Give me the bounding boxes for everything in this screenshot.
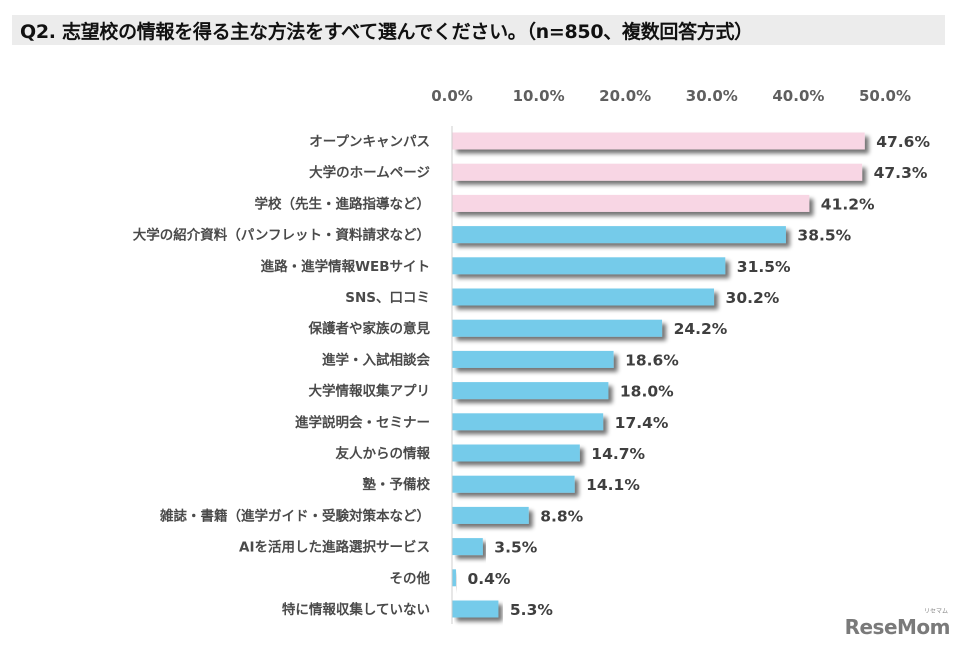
bar [452, 444, 580, 462]
bar [452, 506, 529, 524]
category-label: 大学の紹介資料（パンフレット・資料請求など） [133, 227, 430, 244]
value-label: 3.5% [494, 539, 537, 557]
category-label: 学校（先生・進路指導など） [255, 195, 431, 212]
value-label: 47.3% [874, 164, 928, 182]
value-label: 38.5% [797, 227, 851, 245]
value-label: 18.6% [625, 351, 679, 369]
value-label: 14.7% [591, 445, 645, 463]
category-label: 進路・進学情報WEBサイト [261, 258, 430, 275]
bar [452, 538, 483, 556]
value-label: 24.2% [674, 320, 728, 338]
value-label: 30.2% [726, 289, 780, 307]
category-label: 保護者や家族の意見 [308, 320, 431, 337]
x-tick-label: 50.0% [859, 87, 911, 105]
x-tick-label: 10.0% [513, 87, 565, 105]
bar [452, 288, 715, 306]
x-tick-label: 40.0% [772, 87, 824, 105]
value-label: 41.2% [821, 195, 875, 213]
value-label: 5.3% [510, 601, 553, 619]
value-label: 47.6% [876, 133, 930, 151]
category-label: 進学・入試相談会 [322, 351, 430, 368]
x-tick-label: 0.0% [431, 87, 473, 105]
category-label: その他 [390, 570, 431, 587]
bar [452, 600, 499, 618]
category-label: 雑誌・書籍（進学ガイド・受験対策本など） [159, 507, 430, 524]
bar [452, 132, 865, 150]
bar [452, 319, 663, 337]
value-label: 17.4% [615, 414, 669, 432]
bars [452, 132, 865, 618]
bar [452, 350, 614, 368]
category-label: 進学説明会・セミナー [295, 414, 430, 431]
bar [452, 382, 609, 400]
category-label: SNS、口コミ [345, 290, 430, 306]
category-label: 大学情報収集アプリ [309, 383, 431, 400]
bar [452, 569, 456, 587]
bar [452, 194, 810, 212]
category-label: AIを活用した進路選択サービス [239, 539, 430, 556]
category-label: オープンキャンパス [309, 134, 430, 150]
value-label: 0.4% [467, 570, 510, 588]
category-label: 大学のホームページ [309, 164, 430, 181]
value-label: 8.8% [540, 507, 583, 525]
bar [452, 163, 863, 181]
bar [452, 413, 604, 431]
logo-subtext: リセマム [923, 608, 948, 615]
value-label: 14.1% [586, 476, 640, 494]
bar [452, 475, 575, 493]
resemom-logo: ReseMom [844, 615, 951, 639]
x-axis-ticks: 0.0% 10.0% 20.0% 30.0% 40.0% 50.0% [431, 87, 911, 105]
value-label: 18.0% [620, 383, 674, 401]
category-label: 塾・予備校 [363, 476, 431, 493]
bar [452, 257, 726, 275]
category-label: 特に情報収集していない [282, 601, 430, 618]
x-tick-label: 20.0% [599, 87, 651, 105]
title-bar: Q2. 志望校の情報を得る主な方法をすべて選んでください。（n=850、複数回答… [12, 15, 945, 45]
chart-title: Q2. 志望校の情報を得る主な方法をすべて選んでください。（n=850、複数回答… [20, 21, 753, 43]
value-labels: 47.6% 47.3% 41.2% 38.5% 31.5% 30.2% 24.2% 18.6%… [467, 133, 930, 619]
value-label: 31.5% [737, 258, 791, 276]
bar [452, 226, 786, 244]
x-tick-label: 30.0% [686, 87, 738, 105]
category-label: 友人からの情報 [336, 445, 431, 462]
